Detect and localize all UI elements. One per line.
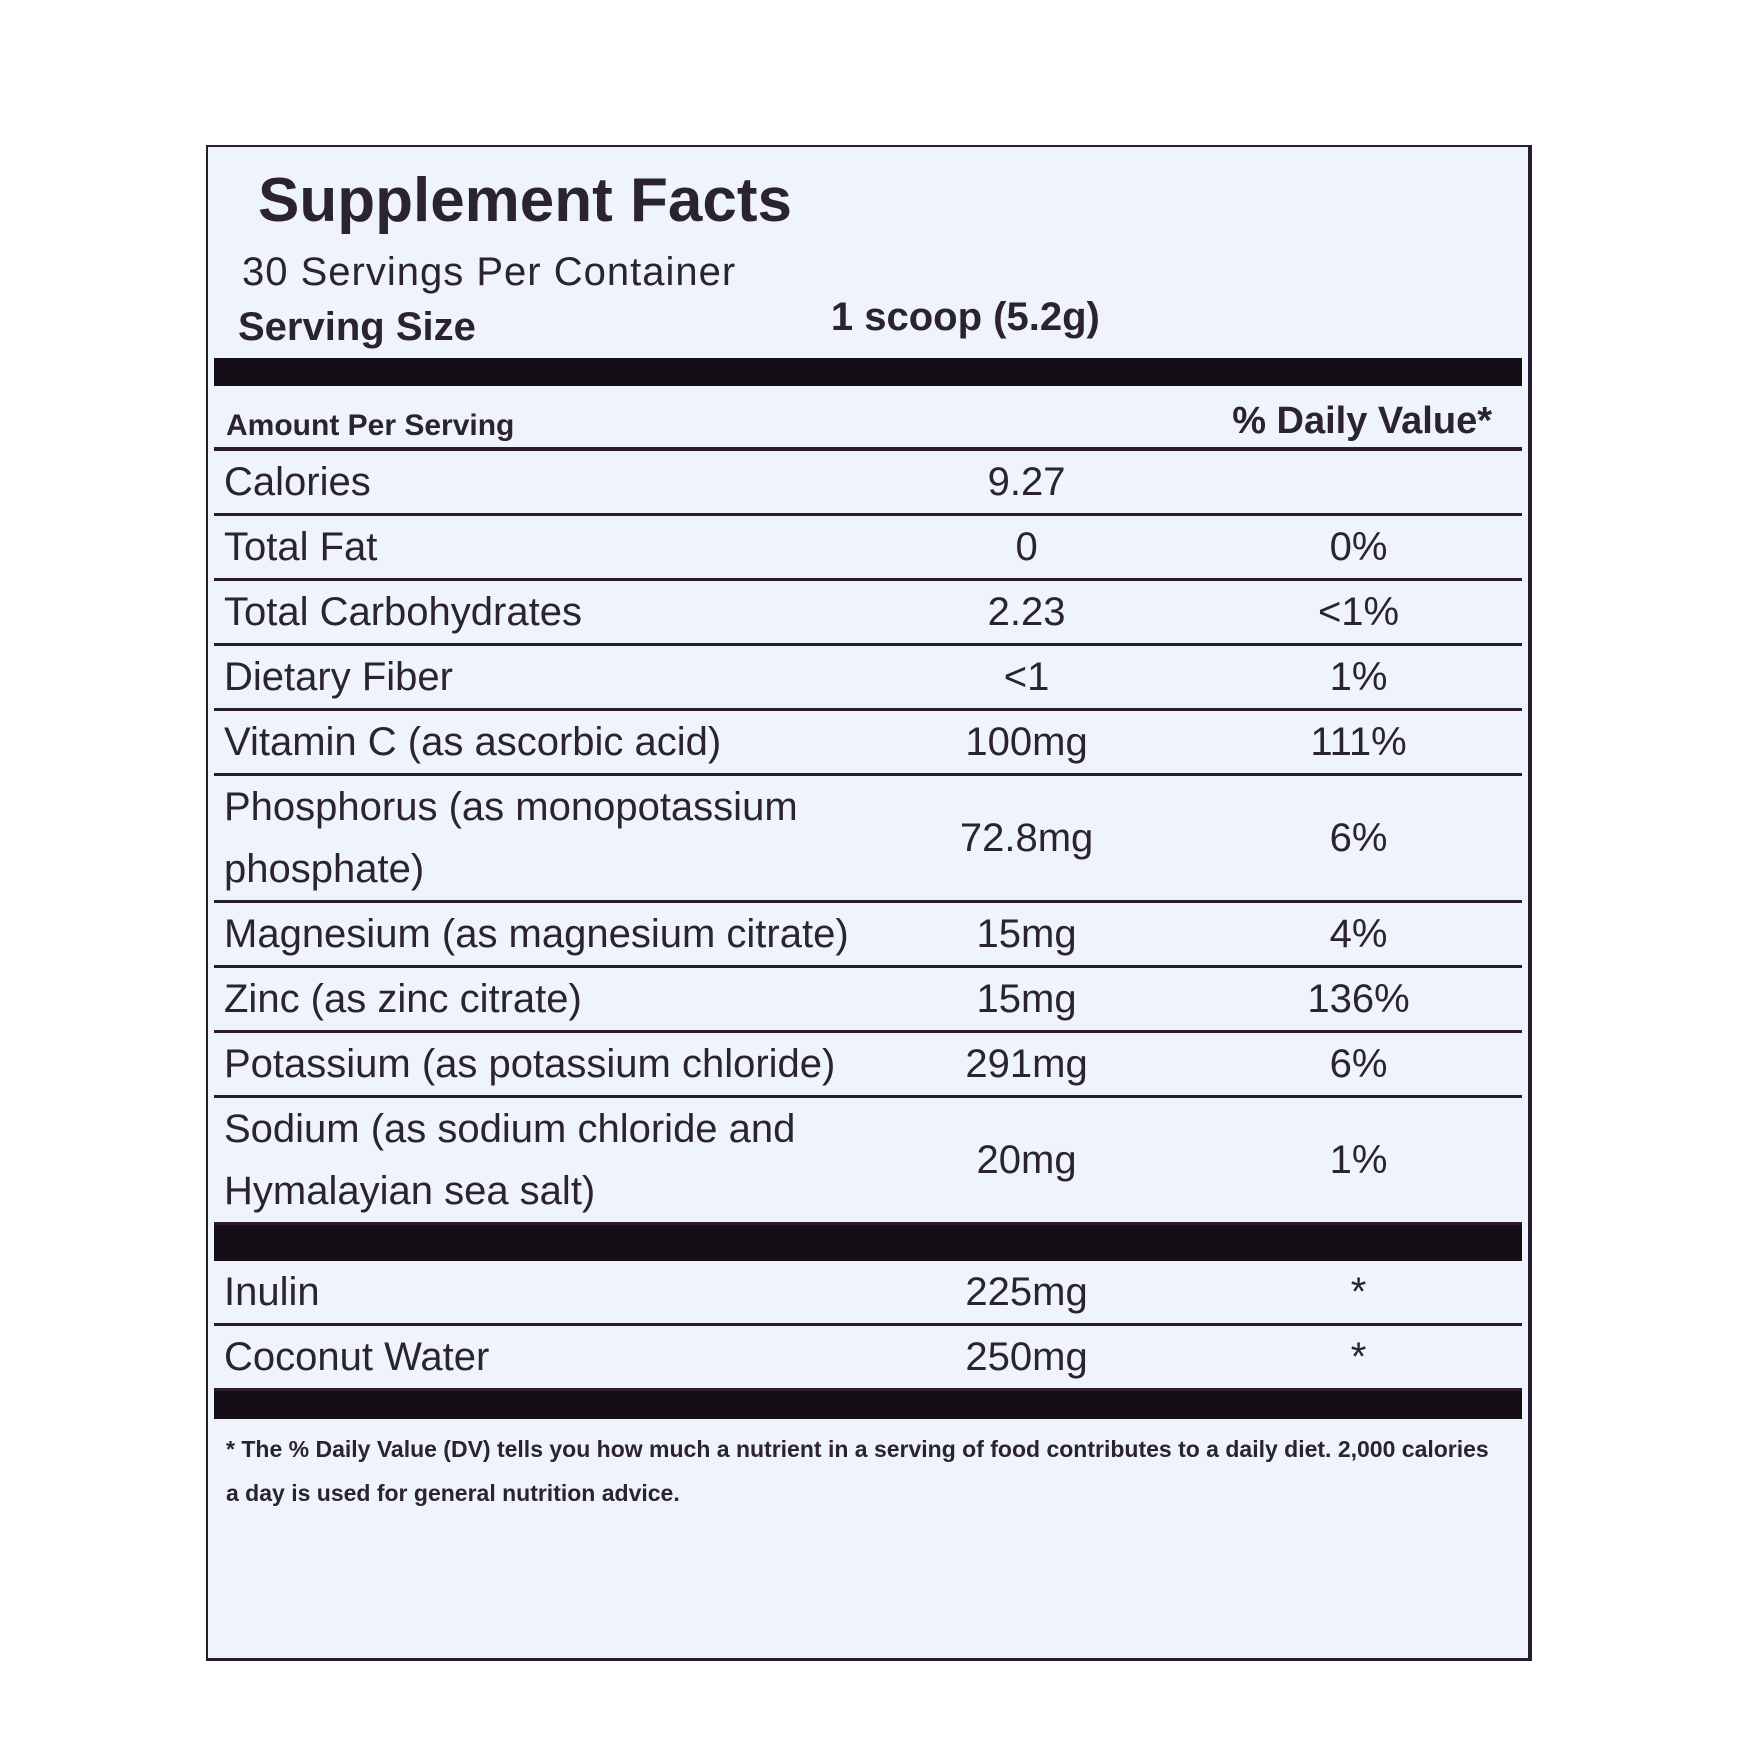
supplement-label: Supplement Facts 30 Servings Per Contain… — [206, 145, 1532, 1661]
nutrient-name: Magnesium (as magnesium citrate) — [224, 912, 849, 956]
serving-size: Serving Size 1 scoop (5.2g) — [238, 295, 1522, 350]
nutrient-row: Potassium (as potassium chloride) 291mg 6% — [214, 1033, 1522, 1098]
nutrient-dv: 111% — [1310, 719, 1407, 764]
nutrient-amount: 15mg — [976, 911, 1077, 956]
nutrient-row: Total Carbohydrates 2.23 <1% — [214, 581, 1522, 646]
nutrient-amount: 0 — [1015, 524, 1038, 569]
nutrient-name: Zinc (as zinc citrate) — [224, 977, 582, 1021]
nutrient-row: Phosphorus (as monopotassium phosphate) 7… — [214, 776, 1522, 903]
nutrient-name: Vitamin C (as ascorbic acid) — [224, 720, 722, 764]
dv-header: % Daily Value* — [1232, 400, 1492, 442]
divider-bar — [214, 1225, 1522, 1261]
nutrient-row: Zinc (as zinc citrate) 15mg 136% — [214, 968, 1522, 1033]
nutrient-amount: 291mg — [965, 1041, 1088, 1086]
nutrient-amount: 72.8mg — [959, 815, 1094, 860]
serving-size-value: 1 scoop (5.2g) — [830, 295, 1100, 339]
serving-size-label: Serving Size — [238, 305, 476, 349]
table-header: Amount Per Serving % Daily Value* — [214, 386, 1522, 451]
nutrient-dv: 6% — [1329, 815, 1388, 860]
nutrient-name: Dietary Fiber — [224, 655, 453, 699]
nutrient-row: Vitamin C (as ascorbic acid) 100mg 111% — [214, 711, 1522, 776]
nutrient-name: Phosphorus (as monopotassium phosphate) — [224, 785, 798, 891]
nutrient-row: Sodium (as sodium chloride and Hymalayia… — [214, 1098, 1522, 1225]
other-rows: Inulin 225mg * Coconut Water 250mg * — [214, 1261, 1522, 1391]
footnote: * The % Daily Value (DV) tells you how m… — [226, 1436, 1489, 1506]
nutrient-amount: 225mg — [965, 1269, 1088, 1314]
nutrient-name: Sodium (as sodium chloride and Hymalayia… — [224, 1107, 796, 1213]
servings: 30 Servings Per Container — [242, 250, 737, 294]
nutrient-rows: Calories 9.27 Total Fat 0 0% Total Carbohydra… — [214, 451, 1522, 1225]
amount-header: Amount Per Serving — [226, 409, 515, 442]
nutrient-amount: <1 — [1003, 654, 1050, 699]
nutrient-dv: 1% — [1329, 1137, 1388, 1182]
nutrient-name: Potassium (as potassium chloride) — [224, 1042, 836, 1086]
nutrient-dv: * — [1350, 1334, 1367, 1379]
nutrient-row: Total Fat 0 0% — [214, 516, 1522, 581]
nutrient-amount: 100mg — [965, 719, 1088, 764]
nutrient-amount: 250mg — [965, 1334, 1088, 1379]
nutrient-name: Total Carbohydrates — [224, 590, 582, 634]
nutrient-name: Total Fat — [224, 525, 378, 569]
nutrient-dv: 136% — [1307, 976, 1410, 1021]
nutrient-dv: * — [1350, 1269, 1367, 1314]
nutrient-dv: <1% — [1317, 589, 1400, 634]
nutrient-dv: 1% — [1329, 654, 1388, 699]
nutrient-dv: 0% — [1329, 524, 1388, 569]
nutrient-amount: 9.27 — [987, 459, 1066, 504]
nutrient-row: Coconut Water 250mg * — [214, 1326, 1522, 1391]
nutrient-dv: 4% — [1329, 911, 1388, 956]
nutrient-row: Dietary Fiber <1 1% — [214, 646, 1522, 711]
nutrient-amount: 20mg — [976, 1137, 1077, 1182]
divider-bar — [214, 1391, 1522, 1419]
title: Supplement Facts — [258, 166, 792, 235]
nutrient-amount: 15mg — [976, 976, 1077, 1021]
nutrient-name: Inulin — [224, 1270, 320, 1314]
nutrient-amount: 2.23 — [987, 589, 1066, 634]
nutrient-row: Magnesium (as magnesium citrate) 15mg 4% — [214, 903, 1522, 968]
nutrient-dv: 6% — [1329, 1041, 1388, 1086]
nutrient-row: Calories 9.27 — [214, 451, 1522, 516]
divider-bar — [214, 358, 1522, 386]
nutrient-name: Calories — [224, 460, 371, 504]
nutrient-name: Coconut Water — [224, 1335, 490, 1379]
nutrient-row: Inulin 225mg * — [214, 1261, 1522, 1326]
